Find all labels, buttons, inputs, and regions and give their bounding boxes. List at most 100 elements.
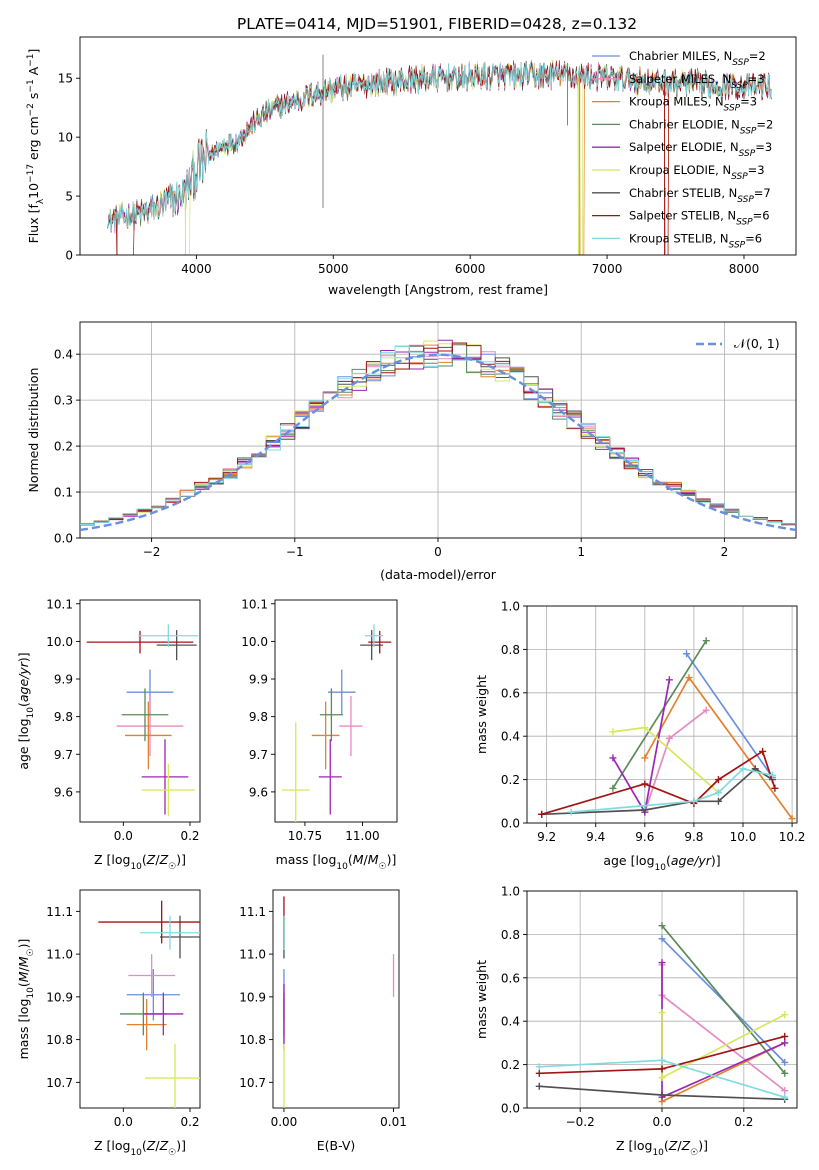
- y-tick-label: 11.1: [46, 905, 73, 919]
- x-axis-label: age [log10(age/yr)]: [603, 853, 720, 873]
- y-tick-label: 0.2: [54, 440, 73, 454]
- spectrum-line-kroupa_stelib: [107, 62, 772, 232]
- x-tick-label: 10.75: [288, 829, 322, 843]
- weight-series-salpeter_elodie: [609, 676, 673, 816]
- y-axis-label: age [log10(age/yr)]: [16, 652, 36, 769]
- errorbar-chabrier_miles: [126, 969, 180, 1021]
- axes-frame: [79, 36, 797, 256]
- weight-marker: [665, 734, 673, 742]
- errorbar-kroupa_elodie: [281, 722, 310, 822]
- x-tick-label: 7000: [592, 262, 623, 276]
- mass-vs-metallicity-panel: 0.0 0.2 10.7 10.8 10.9 11.0 11.1 Z [log10(Z/Z☉)…: [16, 889, 201, 1158]
- weight-marker: [641, 724, 649, 732]
- x-tick-label: 9.4: [586, 830, 605, 844]
- legend-entry: Salpeter ELODIE, NSSP=3: [629, 140, 772, 159]
- x-tick-label: 8000: [729, 262, 760, 276]
- x-tick-label: 0.2: [734, 1115, 753, 1129]
- x-axis-label: Z [log10(Z/Z☉)]: [616, 1138, 708, 1158]
- y-tick-label: 10.8: [46, 1033, 73, 1047]
- weight-marker: [658, 1091, 666, 1099]
- weight-marker: [781, 1039, 789, 1047]
- y-tick-label: 10.9: [46, 990, 73, 1004]
- errorbar-salpeter_stelib: [98, 900, 200, 944]
- y-tick-label: 11.1: [239, 905, 266, 919]
- x-tick-label: 10.2: [779, 830, 806, 844]
- weight-marker: [609, 754, 617, 762]
- weight-series-kroupa_stelib: [535, 1056, 789, 1101]
- weight-marker: [658, 959, 666, 967]
- weight-marker: [658, 1065, 666, 1073]
- errorbar-chabrier_stelib: [160, 915, 200, 959]
- x-tick-label: 11.00: [345, 829, 379, 843]
- errorbar-salpeter_stelib: [86, 630, 194, 654]
- errorbar-kroupa_miles: [126, 999, 167, 1051]
- axes-frame: [272, 889, 400, 1109]
- x-tick-label: 0.2: [180, 829, 199, 843]
- weight-series-salpeter_stelib: [535, 1032, 789, 1077]
- y-tick-label: 0.3: [54, 394, 73, 408]
- weight-marker: [658, 922, 666, 930]
- weight-series-chabrier_stelib: [535, 1082, 789, 1103]
- errorbars: [86, 624, 199, 817]
- errorbar-kroupa_elodie: [145, 1043, 200, 1108]
- errorbar-salpeter_miles: [339, 695, 363, 757]
- y-tick-label: 10.8: [239, 1033, 266, 1047]
- errorbar-kroupa_stelib: [364, 624, 384, 648]
- x-tick-label: 0.0: [114, 1115, 133, 1129]
- x-axis-label: wavelength [Angstrom, rest frame]: [328, 282, 548, 297]
- weight-marker: [781, 1032, 789, 1040]
- y-tick-label: 10.7: [239, 1076, 266, 1090]
- x-axis-label: (data-model)/error: [380, 567, 497, 582]
- y-axis-label: mass weight: [474, 675, 489, 754]
- x-tick-label: 2: [721, 545, 729, 559]
- weight-marker: [658, 1056, 666, 1064]
- y-tick-label: 10.0: [46, 635, 73, 649]
- weight-series-kroupa_elodie: [658, 1009, 789, 1082]
- weight-series-salpeter_stelib: [538, 747, 779, 818]
- errorbar-kroupa_stelib: [140, 915, 200, 950]
- x-tick-label: 4000: [181, 262, 212, 276]
- x-axis-label: Z [log10(Z/Z☉)]: [94, 1138, 186, 1158]
- weight-marker: [535, 1069, 543, 1077]
- x-tick-label: 1: [577, 545, 585, 559]
- weight-marker: [609, 728, 617, 736]
- errorbar-kroupa_elodie: [141, 763, 195, 817]
- x-tick-label: 0.00: [271, 1115, 298, 1129]
- errorbar-kroupa_miles: [125, 701, 172, 770]
- y-tick-label: 10.9: [239, 990, 266, 1004]
- y-tick-label: 0.0: [501, 1102, 520, 1116]
- legend-entry: 𝒩(0, 1): [734, 336, 780, 351]
- weight-marker: [768, 771, 776, 779]
- age-vs-mass-panel: 10.75 11.00 9.6 9.7 9.8 9.9 10.0 10.1 mass [log1…: [241, 597, 398, 872]
- x-tick-label: 0: [434, 545, 442, 559]
- mass-vs-extinction-panel: 0.00 0.01 10.7 10.8 10.9 11.0 11.1 E(B-V): [239, 889, 407, 1153]
- legend-entry: Kroupa MILES, NSSP=3: [629, 95, 757, 114]
- x-tick-label: 0.0: [652, 1115, 671, 1129]
- y-tick-label: 10.7: [46, 1076, 73, 1090]
- weight-marker: [641, 780, 649, 788]
- errorbars: [98, 900, 200, 1108]
- y-tick-label: 0.4: [54, 348, 73, 362]
- weight-marker: [538, 810, 546, 818]
- weight-series-chabrier_miles: [683, 650, 776, 781]
- weight-series-kroupa_elodie: [609, 724, 722, 797]
- legend-entry: Salpeter STELIB, NSSP=6: [629, 209, 770, 228]
- x-tick-label: 0.0: [114, 829, 133, 843]
- age-vs-metallicity-panel: 0.0 0.2 9.6 9.7 9.8 9.9 10.0 10.1 Z [log10(Z/Z☉)…: [16, 597, 201, 872]
- weight-lines: [538, 637, 796, 823]
- y-tick-label: 0.4: [501, 730, 520, 744]
- axes-frame: [79, 599, 201, 823]
- weight-series-chabrier_elodie: [609, 637, 710, 792]
- errorbar-salpeter_miles: [128, 954, 175, 997]
- weight-series-salpeter_miles: [658, 961, 789, 1095]
- weight-marker: [641, 802, 649, 810]
- y-tick-label: 9.8: [54, 710, 73, 724]
- legend-entry: Chabrier ELODIE, NSSP=2: [629, 117, 773, 136]
- errorbar-chabrier_elodie: [319, 688, 343, 742]
- x-tick-label: 5000: [318, 262, 349, 276]
- histogram-steps: [80, 339, 796, 532]
- histogram-chabrier_stelib: [80, 345, 796, 526]
- x-tick-label: 9.2: [537, 830, 556, 844]
- weight-series-chabrier_elodie: [658, 922, 789, 1077]
